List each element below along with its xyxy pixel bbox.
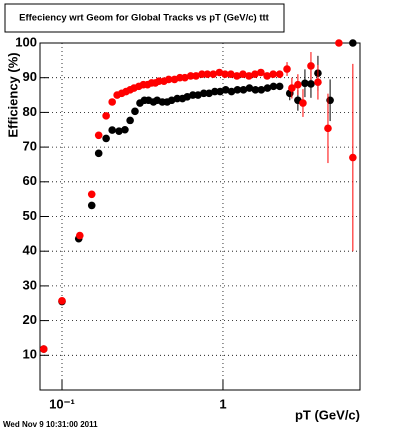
marker <box>76 231 84 240</box>
marker <box>275 70 284 79</box>
marker <box>94 149 103 158</box>
marker <box>203 70 212 79</box>
y-tick-label: 100 <box>15 34 37 49</box>
marker <box>233 72 241 80</box>
marker <box>245 84 254 92</box>
marker <box>251 86 260 94</box>
marker <box>186 72 195 80</box>
marker <box>349 153 357 162</box>
y-tick-label: 20 <box>23 312 37 327</box>
marker <box>288 84 296 92</box>
marker <box>108 98 116 106</box>
marker <box>115 127 123 135</box>
marker <box>326 96 334 105</box>
marker <box>102 112 110 120</box>
y-tick-label: 30 <box>23 277 37 292</box>
marker <box>251 70 259 79</box>
marker <box>87 190 96 199</box>
y-tick-label: 80 <box>23 104 37 119</box>
marker <box>227 87 236 96</box>
marker <box>126 116 134 125</box>
marker <box>194 91 202 99</box>
marker <box>221 86 230 94</box>
marker <box>121 125 129 134</box>
y-axis-label: Efficiency (%) <box>5 52 20 137</box>
marker <box>192 72 200 80</box>
marker <box>245 72 253 80</box>
y-tick-label: 40 <box>23 243 37 258</box>
marker <box>39 345 48 353</box>
marker <box>87 201 96 210</box>
marker <box>324 124 332 133</box>
marker <box>102 134 110 143</box>
y-tick-label: 50 <box>23 208 37 223</box>
marker <box>131 107 139 116</box>
y-tick-label: 90 <box>23 69 37 84</box>
marker <box>275 82 284 91</box>
marker <box>257 86 266 94</box>
marker <box>239 86 248 94</box>
x-tick-label: 10⁻¹ <box>49 396 75 411</box>
x-tick-label: 1 <box>219 396 226 411</box>
marker <box>221 70 229 79</box>
chart-title: Effeciency wrt Geom for Global Tracks vs… <box>19 13 270 24</box>
marker <box>239 70 247 79</box>
marker <box>205 89 213 98</box>
marker <box>299 99 307 107</box>
y-tick-label: 10 <box>23 347 37 362</box>
marker <box>108 126 116 134</box>
y-tick-label: 70 <box>23 139 37 154</box>
marker <box>301 79 309 88</box>
marker <box>227 70 235 79</box>
y-tick-label: 60 <box>23 173 37 188</box>
marker <box>307 80 315 88</box>
marker <box>263 72 271 80</box>
marker <box>349 39 357 47</box>
marker <box>94 131 103 140</box>
marker <box>58 297 66 305</box>
footer: Wed Nov 9 10:31:00 2011 <box>3 420 98 429</box>
x-axis-label: pT (GeV/c) <box>295 407 360 422</box>
marker <box>209 70 218 79</box>
marker <box>263 84 272 92</box>
marker <box>335 39 343 47</box>
marker <box>164 75 173 84</box>
marker <box>269 70 277 79</box>
marker <box>283 65 291 73</box>
marker <box>233 86 242 94</box>
marker <box>257 68 265 77</box>
marker <box>181 73 189 82</box>
marker <box>211 87 219 96</box>
marker <box>198 70 206 79</box>
marker <box>314 78 322 87</box>
marker <box>269 82 278 91</box>
marker <box>294 80 302 89</box>
marker <box>199 89 208 98</box>
title-box <box>4 3 285 33</box>
marker <box>307 62 315 70</box>
